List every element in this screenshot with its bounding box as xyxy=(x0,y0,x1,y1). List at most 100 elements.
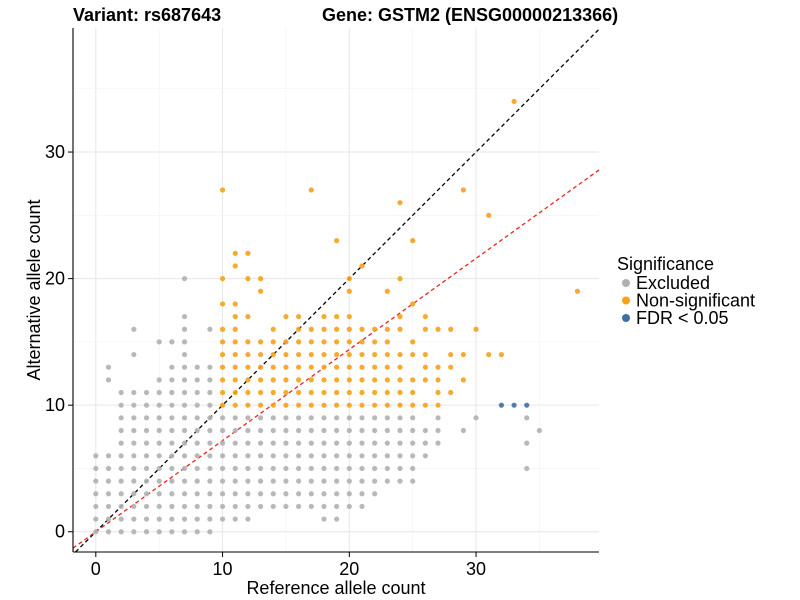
point-excluded xyxy=(169,453,175,459)
point-excluded xyxy=(181,276,188,282)
point-excluded xyxy=(384,478,390,484)
point-excluded xyxy=(207,478,213,484)
point-non-significant xyxy=(422,402,428,408)
point-excluded xyxy=(232,427,238,434)
point-excluded xyxy=(283,503,289,510)
point-excluded xyxy=(118,491,124,497)
point-excluded xyxy=(181,427,188,434)
point-excluded xyxy=(245,491,251,497)
x-tick-label: 10 xyxy=(213,559,233,579)
point-excluded xyxy=(422,440,428,446)
point-excluded xyxy=(105,453,112,459)
point-excluded xyxy=(410,478,416,484)
point-non-significant xyxy=(410,339,416,345)
point-non-significant xyxy=(257,389,264,396)
point-non-significant xyxy=(321,402,327,408)
point-non-significant xyxy=(384,339,390,345)
point-non-significant xyxy=(410,389,416,396)
point-non-significant xyxy=(384,402,390,408)
point-excluded xyxy=(131,478,137,484)
point-non-significant xyxy=(296,364,302,370)
point-excluded xyxy=(257,491,264,497)
point-non-significant xyxy=(359,377,365,383)
point-excluded xyxy=(422,427,428,434)
point-non-significant xyxy=(232,351,238,358)
point-excluded xyxy=(118,516,124,522)
point-excluded xyxy=(131,453,137,459)
point-non-significant xyxy=(448,351,454,358)
point-non-significant xyxy=(232,301,238,307)
point-non-significant xyxy=(410,351,416,358)
point-non-significant xyxy=(296,339,302,345)
point-excluded xyxy=(156,377,162,383)
point-excluded xyxy=(219,478,226,484)
point-excluded xyxy=(131,389,137,396)
point-non-significant xyxy=(296,402,302,408)
point-non-significant xyxy=(232,364,238,370)
point-non-significant xyxy=(283,389,289,396)
point-non-significant xyxy=(283,351,289,358)
point-excluded xyxy=(308,503,314,510)
point-non-significant xyxy=(511,98,517,105)
point-excluded xyxy=(219,427,226,434)
point-excluded xyxy=(169,465,175,472)
point-excluded xyxy=(207,440,213,446)
point-non-significant xyxy=(257,276,264,282)
point-excluded xyxy=(410,453,416,459)
point-non-significant xyxy=(232,377,238,383)
point-non-significant xyxy=(422,326,428,332)
point-excluded xyxy=(232,516,238,522)
point-excluded xyxy=(118,389,124,396)
point-non-significant xyxy=(384,364,390,370)
point-excluded xyxy=(346,415,352,421)
point-non-significant xyxy=(397,377,403,383)
point-excluded xyxy=(410,440,416,446)
point-excluded xyxy=(346,478,352,484)
point-non-significant xyxy=(270,377,276,383)
point-non-significant xyxy=(460,351,466,358)
point-excluded xyxy=(181,389,188,396)
point-excluded xyxy=(270,478,276,484)
point-excluded xyxy=(194,377,200,383)
point-excluded xyxy=(283,415,289,421)
point-excluded xyxy=(156,478,162,484)
point-non-significant xyxy=(245,377,251,383)
point-excluded xyxy=(321,465,327,472)
point-excluded xyxy=(232,415,238,421)
point-excluded xyxy=(524,465,530,472)
point-excluded xyxy=(296,427,302,434)
point-excluded xyxy=(181,402,188,408)
point-non-significant xyxy=(245,351,251,358)
point-excluded xyxy=(105,529,112,535)
point-excluded xyxy=(232,503,238,510)
point-non-significant xyxy=(574,288,581,294)
point-excluded xyxy=(397,427,403,434)
point-excluded xyxy=(232,453,238,459)
point-non-significant xyxy=(257,288,264,294)
point-non-significant xyxy=(270,364,276,370)
point-excluded xyxy=(105,491,112,497)
point-non-significant xyxy=(232,250,238,256)
point-excluded xyxy=(270,427,276,434)
point-non-significant xyxy=(372,326,378,332)
point-non-significant xyxy=(346,339,352,345)
point-non-significant xyxy=(410,238,416,244)
point-excluded xyxy=(334,453,340,459)
point-excluded xyxy=(169,478,175,484)
point-excluded xyxy=(194,529,200,535)
point-non-significant xyxy=(346,326,352,332)
point-excluded xyxy=(156,339,162,345)
point-excluded xyxy=(334,465,340,472)
point-excluded xyxy=(219,503,226,510)
point-excluded xyxy=(536,427,543,434)
point-excluded xyxy=(460,427,466,434)
point-excluded xyxy=(346,465,352,472)
point-excluded xyxy=(207,364,213,370)
point-excluded xyxy=(372,453,378,459)
point-excluded xyxy=(372,415,378,421)
point-non-significant xyxy=(219,364,226,370)
point-excluded xyxy=(131,402,137,408)
point-non-significant xyxy=(435,377,441,383)
point-excluded xyxy=(219,440,226,446)
